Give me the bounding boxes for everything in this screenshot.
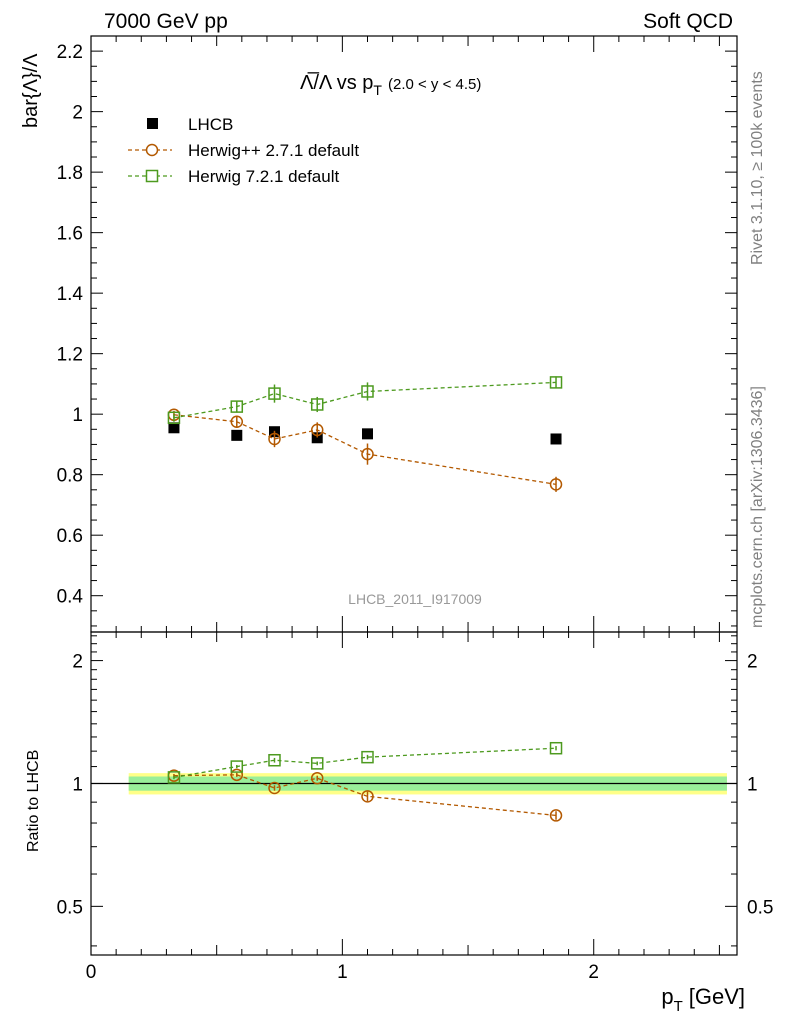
herwigpp-main-point: [230, 415, 244, 428]
x-axis-label-unit: [GeV]: [689, 984, 745, 1009]
main-y-tick-label: 1.6: [57, 224, 83, 245]
main-y-axis-label: bar{Λ}/Λ: [20, 53, 42, 128]
herwigpp-ratio-point: [230, 768, 244, 782]
legend-label-herwigpp: Herwig++ 2.7.1 default: [188, 141, 359, 160]
herwigpp-main-point: [268, 432, 281, 446]
main-y-tick-label: 2.2: [57, 42, 83, 63]
legend-label-herwig7: Herwig 7.2.1 default: [188, 167, 339, 186]
title-main: Λ̅/Λ vs p: [300, 71, 373, 94]
lhcb-data-point: [231, 429, 243, 441]
herwig7-main-point: [230, 400, 244, 413]
ratio-y-tick-label-right: 1: [747, 774, 758, 795]
legend-marker-herwigpp: [145, 143, 159, 157]
herwig7-main-line: [173, 381, 557, 419]
legend-label-lhcb: LHCB: [188, 115, 233, 134]
herwig7-ratio-point: [230, 760, 244, 773]
herwigpp-ratio-point: [268, 781, 281, 795]
analysis-label: LHCB_2011_I917009: [348, 591, 482, 607]
herwigpp-ratio-point: [549, 809, 563, 822]
herwig7-main-point: [549, 376, 563, 389]
lhcb-data-point: [168, 422, 180, 434]
title-cut: (2.0 < y < 4.5): [388, 76, 481, 93]
ratio-y-tick-label: 1: [72, 774, 83, 795]
main-y-tick-label: 0.8: [57, 466, 83, 487]
mcplots-label: mcplots.cern.ch [arXiv:1306.3436]: [749, 386, 766, 628]
herwigpp-ratio-point: [310, 771, 324, 785]
herwig7-ratio-point: [310, 757, 324, 770]
x-tick-label: 0: [86, 962, 97, 983]
main-y-tick-label: 1.4: [57, 284, 84, 305]
herwig7-ratio-point: [268, 753, 281, 767]
x-axis-label-sub: T: [674, 998, 683, 1015]
herwig7-ratio-point: [167, 771, 181, 784]
ratio-y-tick-label: 0.5: [57, 897, 83, 918]
x-tick-label: 2: [588, 962, 599, 983]
legend-marker-lhcb: [147, 118, 158, 129]
header-left-label: 7000 GeV pp: [104, 10, 228, 33]
herwig7-main-point: [310, 398, 324, 411]
x-tick-label: 1: [337, 962, 348, 983]
lhcb-data-point: [311, 432, 323, 444]
herwigpp-main-point: [361, 447, 374, 461]
herwigpp-ratio-point: [361, 790, 374, 803]
herwigpp-main-point: [549, 478, 563, 491]
main-y-tick-label: 1.8: [57, 163, 83, 184]
herwig7-main-point: [167, 411, 181, 425]
herwig7-main-point: [361, 385, 374, 398]
ratio-plot-frame: [90, 631, 738, 956]
herwigpp-main-line: [173, 414, 557, 486]
herwig7-ratio-line: [173, 747, 557, 779]
ratio-y-axis-label: Ratio to LHCB: [25, 750, 42, 852]
ratio-y-tick-label-right: 0.5: [747, 897, 773, 918]
lhcb-data-point: [550, 433, 562, 445]
main-y-tick-label: 0.4: [57, 587, 84, 608]
rivet-version-label: Rivet 3.1.10, ≥ 100k events: [749, 71, 766, 265]
herwigpp-main-point: [310, 423, 324, 437]
herwigpp-ratio-line: [173, 774, 557, 817]
ratio-y-tick-label: 2: [72, 652, 83, 673]
x-axis-label-main: p: [661, 984, 673, 1009]
herwig7-ratio-point: [549, 741, 563, 755]
herwig7-ratio-point: [361, 750, 374, 764]
main-y-tick-label: 0.6: [57, 526, 83, 547]
legend: LHCB Herwig++ 2.7.1 default Herwig 7.2.1…: [128, 115, 359, 186]
main-y-tick-label: 1.2: [57, 345, 83, 366]
legend-marker-herwig7: [145, 169, 159, 183]
herwig7-main-point: [268, 387, 281, 400]
x-axis-label: pT [GeV]: [661, 984, 745, 1015]
title-subscript: T: [373, 82, 382, 98]
lhcb-data-point: [361, 428, 373, 440]
main-plot-title: Λ̅/Λ vs pT (2.0 < y < 4.5): [300, 71, 481, 98]
main-y-tick-label: 2: [72, 103, 83, 124]
header-right-label: Soft QCD: [643, 10, 733, 33]
main-y-tick-label: 1: [72, 405, 83, 426]
ratio-y-tick-label-right: 2: [747, 652, 758, 673]
